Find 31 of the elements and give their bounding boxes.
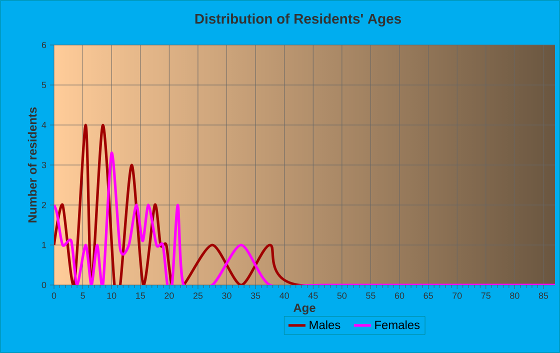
x-tick-label: 60 (394, 292, 404, 299)
x-tick-label: 25 (193, 292, 203, 299)
y-tick-label: 1 (42, 242, 46, 248)
x-tick-label: 5 (80, 292, 85, 299)
x-tick-label: 50 (337, 292, 347, 299)
y-tick-label: 4 (42, 122, 46, 128)
x-tick-label: 55 (366, 292, 376, 299)
x-tick-label: 15 (136, 292, 145, 299)
x-tick-label: 35 (250, 292, 260, 299)
x-tick-label: 70 (452, 292, 462, 299)
x-tick-label: 40 (280, 292, 289, 299)
x-tick-label: 10 (107, 292, 116, 299)
legend-label: Males (310, 320, 340, 330)
y-tick-label: 3 (42, 162, 46, 168)
line-series (54, 152, 556, 285)
chart-title: Distribution of Residents' Ages (195, 13, 401, 27)
legend-label: Females (375, 320, 420, 330)
x-tick-label: 65 (424, 292, 433, 299)
y-tick-label: 6 (42, 42, 46, 48)
x-axis-title: Age (294, 304, 316, 314)
x-tick-label: 20 (164, 292, 174, 299)
y-axis-title: Number of residents (28, 107, 37, 222)
x-tick-label: 80 (510, 292, 520, 299)
y-tick-label: 0 (42, 282, 46, 288)
y-tick-label: 5 (42, 82, 46, 88)
x-tick-label: 85 (538, 292, 548, 299)
x-tick-label: 45 (308, 292, 318, 299)
x-tick-label: 75 (481, 292, 491, 299)
x-tick-label: 0 (52, 292, 56, 299)
y-tick-label: 2 (42, 202, 46, 208)
x-tick-label: 30 (222, 292, 232, 299)
